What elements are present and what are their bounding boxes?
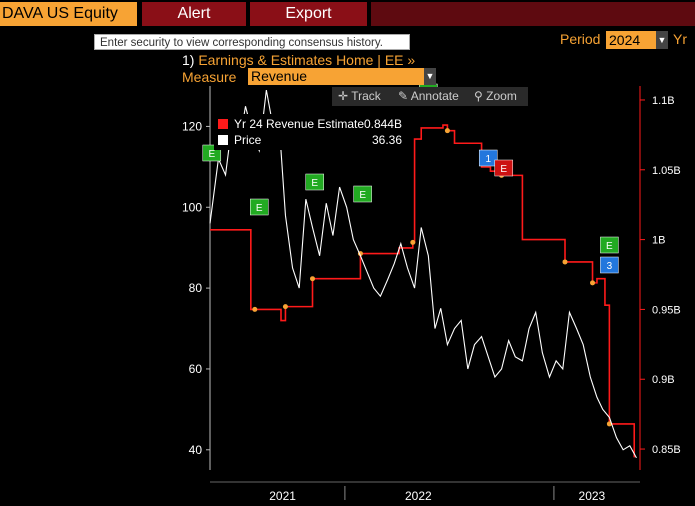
legend-value: 36.36	[371, 133, 402, 147]
legend-swatch	[218, 119, 228, 129]
track-tool[interactable]: ✛ Track	[338, 87, 381, 106]
top-toolbar: DAVA US Equity Alert Export	[0, 0, 695, 26]
measure-label: Measure	[182, 69, 237, 85]
chevron-down-icon[interactable]: ▼	[656, 31, 668, 49]
event-badge-label: E	[359, 190, 366, 201]
export-button[interactable]: Export	[250, 2, 367, 26]
period-unit[interactable]: Yr	[673, 31, 687, 47]
event-badge-label: E	[606, 241, 613, 252]
legend-swatch	[218, 135, 228, 145]
right-tick-label: 0.9B	[652, 374, 675, 386]
annotate-label: Annotate	[410, 89, 459, 103]
zoom-tool[interactable]: ⚲ Zoom	[474, 87, 517, 106]
estimate-revision-marker	[562, 259, 568, 265]
event-badge-label: E	[311, 178, 318, 189]
x-tick-label: 2021	[269, 489, 296, 503]
event-badge-label: E	[256, 203, 263, 214]
estimate-revision-marker	[282, 304, 288, 310]
event-badge-label: E	[500, 164, 507, 175]
event-badge	[600, 236, 619, 254]
right-tick-label: 1.05B	[652, 165, 681, 177]
earnings-estimates-home-link[interactable]: 1) Earnings & Estimates Home | EE »	[182, 52, 415, 68]
estimate-revision-marker	[310, 276, 316, 282]
left-tick-label: 100	[182, 200, 202, 214]
estimate-revision-marker	[444, 128, 450, 134]
estimate-revision-marker	[590, 280, 596, 286]
link-label[interactable]: Earnings & Estimates Home | EE »	[198, 52, 416, 68]
link-number: 1)	[182, 52, 195, 68]
crosshair-icon: ✛	[338, 89, 349, 103]
event-badge	[250, 198, 269, 216]
measure-value: Revenue	[251, 68, 308, 84]
security-ticker-field[interactable]: DAVA US Equity	[0, 2, 137, 26]
period-value: 2024	[609, 32, 641, 48]
left-tick-label: 40	[189, 443, 203, 457]
security-hint-tooltip: Enter security to view corresponding con…	[94, 34, 410, 50]
right-tick-label: 0.85B	[652, 444, 681, 456]
event-badge	[478, 149, 498, 167]
event-badge	[494, 159, 514, 177]
right-tick-label: 0.95B	[652, 304, 681, 316]
event-badge-label: E	[208, 149, 215, 160]
event-badge	[353, 185, 372, 203]
track-label: Track	[351, 89, 381, 103]
left-tick-label: 80	[189, 281, 203, 295]
legend-name: Yr 24 Revenue Estimate	[234, 117, 365, 131]
alert-button[interactable]: Alert	[142, 2, 246, 26]
pencil-icon: ✎	[398, 89, 409, 103]
estimate-series-line	[210, 124, 636, 458]
magnifier-icon: ⚲	[474, 89, 483, 103]
left-tick-label: 60	[189, 362, 203, 376]
chart-toolbar: ✛ Track ✎ Annotate ⚲ Zoom	[332, 87, 528, 106]
estimate-revision-marker	[252, 306, 258, 312]
chevron-down-icon[interactable]: ▼	[424, 68, 436, 85]
estimate-revision-marker	[410, 239, 416, 245]
event-badge-label: 3	[607, 261, 613, 272]
legend-item-price[interactable]: Price 36.36	[218, 132, 408, 148]
x-tick-label: 2023	[579, 489, 606, 503]
zoom-label: Zoom	[486, 89, 517, 103]
x-tick-label: 2022	[405, 489, 432, 503]
measure-select[interactable]: Revenue ▼	[248, 68, 436, 85]
legend-name: Price	[234, 133, 262, 147]
annotate-tool[interactable]: ✎ Annotate	[398, 87, 459, 106]
chart-legend: Yr 24 Revenue Estimate 0.844B Price 36.3…	[214, 114, 410, 150]
period-label: Period	[560, 31, 601, 47]
legend-value: 0.844B	[363, 117, 402, 131]
left-tick-label: 120	[182, 119, 202, 133]
right-tick-label: 1B	[652, 235, 665, 247]
right-tick-label: 1.1B	[652, 95, 675, 107]
event-badge	[305, 173, 324, 191]
event-badge-label: 1	[485, 154, 491, 165]
toolbar-spacer	[371, 2, 695, 26]
legend-item-estimate[interactable]: Yr 24 Revenue Estimate 0.844B	[218, 116, 408, 132]
price-series-line	[209, 89, 637, 459]
event-badge	[600, 256, 619, 274]
period-select[interactable]: 2024 ▼	[606, 31, 668, 49]
